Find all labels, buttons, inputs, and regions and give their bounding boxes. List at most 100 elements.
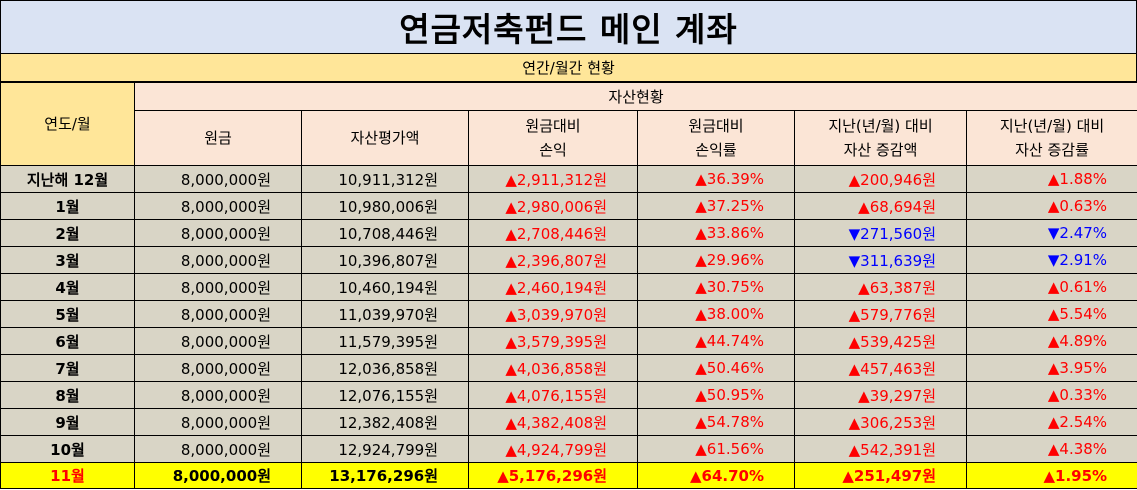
- row-label: 2월: [0, 219, 135, 247]
- row-label: 지난해 12월: [0, 165, 135, 193]
- asset-change-cell: ▲306,253원: [794, 408, 967, 436]
- valuation-cell: 11,039,970원: [301, 300, 469, 328]
- asset-change-cell: ▲251,497원: [794, 462, 967, 489]
- table-row: 11월 8,000,000원 13,176,296원 ▲5,176,296원 ▲64.7…: [0, 462, 1137, 489]
- asset-change-rate-cell: ▲0.61%: [965, 273, 1137, 301]
- row-label: 6월: [0, 327, 135, 355]
- table-row: 8월 8,000,000원 12,076,155원 ▲4,076,155원 ▲50.95…: [0, 381, 1137, 409]
- row-label: 1월: [0, 192, 135, 220]
- header-column-line1: 원금대비: [688, 117, 744, 135]
- sheet-subtitle: 연간/월간 현황: [0, 54, 1137, 82]
- table-row: 9월 8,000,000원 12,382,408원 ▲4,382,408원 ▲54.78…: [0, 408, 1137, 436]
- header-column-line1: 자산평가액: [350, 129, 420, 147]
- profit-loss-rate-cell: ▲50.46%: [637, 354, 795, 382]
- header-column: 지난(년/월) 대비 자산 증감액: [794, 110, 967, 166]
- table-row: 7월 8,000,000원 12,036,858원 ▲4,036,858원 ▲50.46…: [0, 354, 1137, 382]
- asset-change-rate-cell: ▼2.47%: [965, 219, 1137, 247]
- asset-change-rate-cell: ▲5.54%: [965, 300, 1137, 328]
- profit-loss-cell: ▲2,911,312원: [468, 165, 638, 193]
- principal-cell: 8,000,000원: [134, 273, 302, 301]
- valuation-cell: 12,076,155원: [301, 381, 469, 409]
- principal-cell: 8,000,000원: [134, 354, 302, 382]
- header-asset-status: 자산현황: [133, 82, 1137, 111]
- asset-change-rate-cell: ▲1.95%: [965, 462, 1137, 489]
- header-column-line2: 손익률: [695, 141, 737, 159]
- header-column-line1: 원금대비: [525, 117, 581, 135]
- header-column-line2: 자산 증감액: [843, 141, 918, 159]
- valuation-cell: 10,980,006원: [301, 192, 469, 220]
- profit-loss-rate-cell: ▲33.86%: [637, 219, 795, 247]
- principal-cell: 8,000,000원: [134, 219, 302, 247]
- asset-change-cell: ▲68,694원: [794, 192, 967, 220]
- row-label: 3월: [0, 246, 135, 274]
- profit-loss-rate-cell: ▲61.56%: [637, 435, 795, 463]
- asset-change-rate-cell: ▲0.63%: [965, 192, 1137, 220]
- principal-cell: 8,000,000원: [134, 381, 302, 409]
- asset-change-cell: ▲542,391원: [794, 435, 967, 463]
- asset-change-cell: ▲457,463원: [794, 354, 967, 382]
- header-column: 자산평가액: [301, 110, 469, 166]
- valuation-cell: 12,924,799원: [301, 435, 469, 463]
- profit-loss-cell: ▲4,076,155원: [468, 381, 638, 409]
- row-label: 8월: [0, 381, 135, 409]
- row-label: 10월: [0, 435, 135, 463]
- profit-loss-cell: ▲2,980,006원: [468, 192, 638, 220]
- header-column-line1: 지난(년/월) 대비: [999, 117, 1105, 135]
- principal-cell: 8,000,000원: [134, 408, 302, 436]
- profit-loss-rate-cell: ▲30.75%: [637, 273, 795, 301]
- table-row: 5월 8,000,000원 11,039,970원 ▲3,039,970원 ▲38.00…: [0, 300, 1137, 328]
- header-column: 원금: [134, 110, 302, 166]
- profit-loss-cell: ▲4,036,858원: [468, 354, 638, 382]
- asset-change-rate-cell: ▲0.33%: [965, 381, 1137, 409]
- asset-change-cell: ▲539,425원: [794, 327, 967, 355]
- asset-change-cell: ▼311,639원: [794, 246, 967, 274]
- principal-cell: 8,000,000원: [134, 327, 302, 355]
- valuation-cell: 11,579,395원: [301, 327, 469, 355]
- asset-change-rate-cell: ▲3.95%: [965, 354, 1137, 382]
- header-column-line2: 손익: [539, 141, 567, 159]
- asset-change-rate-cell: ▲4.89%: [965, 327, 1137, 355]
- asset-change-cell: ▲39,297원: [794, 381, 967, 409]
- valuation-cell: 12,036,858원: [301, 354, 469, 382]
- principal-cell: 8,000,000원: [134, 192, 302, 220]
- profit-loss-rate-cell: ▲54.78%: [637, 408, 795, 436]
- row-label: 9월: [0, 408, 135, 436]
- valuation-cell: 10,460,194원: [301, 273, 469, 301]
- table-row: 3월 8,000,000원 10,396,807원 ▲2,396,807원 ▲29.96…: [0, 246, 1137, 274]
- profit-loss-rate-cell: ▲37.25%: [637, 192, 795, 220]
- row-label: 11월: [0, 462, 135, 489]
- valuation-cell: 12,382,408원: [301, 408, 469, 436]
- table-row: 2월 8,000,000원 10,708,446원 ▲2,708,446원 ▲33.86…: [0, 219, 1137, 247]
- asset-change-cell: ▼271,560원: [794, 219, 967, 247]
- principal-cell: 8,000,000원: [134, 435, 302, 463]
- principal-cell: 8,000,000원: [134, 246, 302, 274]
- asset-change-cell: ▲63,387원: [794, 273, 967, 301]
- row-label: 7월: [0, 354, 135, 382]
- profit-loss-rate-cell: ▲38.00%: [637, 300, 795, 328]
- asset-change-rate-cell: ▲1.88%: [965, 165, 1137, 193]
- profit-loss-rate-cell: ▲64.70%: [637, 462, 795, 489]
- header-column-line1: 원금: [204, 129, 232, 147]
- principal-cell: 8,000,000원: [134, 462, 302, 489]
- table-row: 6월 8,000,000원 11,579,395원 ▲3,579,395원 ▲44.74…: [0, 327, 1137, 355]
- profit-loss-rate-cell: ▲50.95%: [637, 381, 795, 409]
- profit-loss-cell: ▲3,039,970원: [468, 300, 638, 328]
- valuation-cell: 10,396,807원: [301, 246, 469, 274]
- profit-loss-rate-cell: ▲36.39%: [637, 165, 795, 193]
- valuation-cell: 10,911,312원: [301, 165, 469, 193]
- profit-loss-rate-cell: ▲44.74%: [637, 327, 795, 355]
- row-label: 4월: [0, 273, 135, 301]
- header-year-month: 연도/월: [0, 82, 135, 166]
- profit-loss-cell: ▲3,579,395원: [468, 327, 638, 355]
- profit-loss-rate-cell: ▲29.96%: [637, 246, 795, 274]
- header-column-line2: 자산 증감률: [1015, 141, 1089, 159]
- row-label: 5월: [0, 300, 135, 328]
- asset-change-rate-cell: ▲4.38%: [965, 435, 1137, 463]
- profit-loss-cell: ▲4,924,799원: [468, 435, 638, 463]
- table-row: 1월 8,000,000원 10,980,006원 ▲2,980,006원 ▲37.25…: [0, 192, 1137, 220]
- valuation-cell: 10,708,446원: [301, 219, 469, 247]
- monthly-status-table: 연도/월 자산현황 원금 자산평가액 원금대비 손익 원금대비 손익률 지난(년/월) 대비…: [0, 82, 1137, 489]
